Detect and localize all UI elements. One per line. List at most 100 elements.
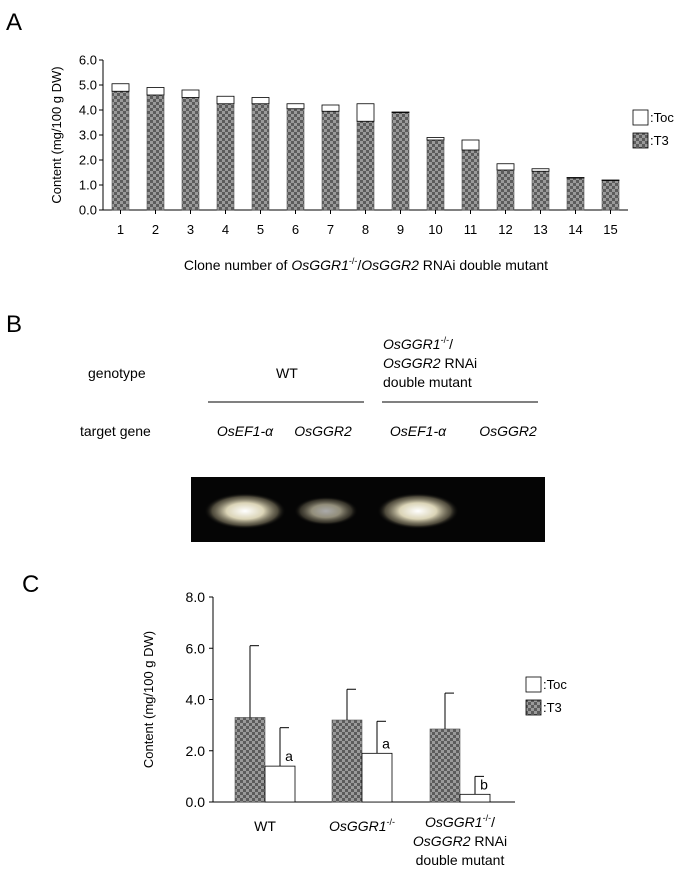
- chart-a-xtick-label: 5: [257, 222, 264, 237]
- gel-band: [294, 496, 358, 526]
- chart-c-ytick-label: 2.0: [186, 743, 206, 759]
- chart-a-bar-toc: [566, 177, 585, 179]
- chart-a-ytick-label: 0.0: [79, 203, 97, 218]
- chart-c-bar-toc: [459, 793, 491, 803]
- chart-a-y-axis-title: Content (mg/100 g DW): [49, 66, 64, 203]
- chart-c-bar-t3: [234, 717, 266, 803]
- mutant-genotype-line2: OsGGR2 RNAi: [383, 355, 477, 371]
- chart-a-x-axis-title: Clone number of OsGGR1-/-/OsGGR2 RNAi do…: [184, 256, 548, 273]
- chart-c-y-axis-title: Content (mg/100 g DW): [141, 631, 156, 768]
- chart-c-legend-swatch: [525, 699, 542, 716]
- genotype-label: genotype: [88, 365, 146, 381]
- chart-a-xtick-label: 13: [533, 222, 547, 237]
- chart-a-xtick-label: 2: [152, 222, 159, 237]
- wt-genotype-label: WT: [276, 365, 298, 381]
- chart-a-bar-toc: [216, 95, 235, 105]
- chart-a-legend-label: :T3: [650, 133, 669, 148]
- chart-c-ytick-label: 0.0: [186, 794, 206, 810]
- chart-a-bar-t3: [286, 108, 305, 211]
- chart-c-significance-label: a: [285, 748, 293, 764]
- chart-a-bar-toc: [496, 163, 515, 171]
- mutant-genotype-line1: OsGGR1-/-/: [383, 335, 453, 352]
- chart-a-ytick-label: 2.0: [79, 153, 97, 168]
- chart-a-bar-t3: [146, 94, 165, 211]
- chart-c-ytick-label: 8.0: [186, 589, 206, 605]
- chart-c-xtick-label: OsGGR2 RNAi: [413, 833, 507, 849]
- target-gene-name: OsGGR2: [479, 423, 537, 439]
- target-gene-name: OsGGR2: [294, 423, 352, 439]
- panel-letter-b: B: [6, 311, 22, 338]
- chart-a-xtick-label: 6: [292, 222, 299, 237]
- chart-a-xtick-label: 1: [117, 222, 124, 237]
- chart-c-bar-toc: [264, 765, 296, 803]
- gel-panel-b: genotype target gene WT OsGGR1-/-/ OsGGR…: [80, 335, 545, 542]
- chart-a-bar-toc: [391, 111, 410, 113]
- chart-a-bar-t3: [356, 120, 375, 211]
- chart-a-legend-swatch: [632, 109, 649, 126]
- chart-a-xtick-label: 7: [327, 222, 334, 237]
- chart-a-bar-toc: [601, 179, 620, 181]
- chart-a-bar-toc: [321, 104, 340, 112]
- chart-a-bar-t3: [181, 97, 200, 211]
- chart-a-bar-t3: [461, 149, 480, 211]
- chart-c-legend-label: :Toc: [543, 677, 567, 692]
- chart-a-bar-t3: [251, 103, 270, 211]
- chart-a-xtick-label: 4: [222, 222, 229, 237]
- chart-a: 0.0 1.0 2.0 3.0 4.0 5.0 6.0 Content (mg/100 g D…: [49, 53, 674, 274]
- chart-a-bar-toc: [181, 89, 200, 98]
- chart-a-bar-toc: [461, 139, 480, 151]
- mutant-genotype-line3: double mutant: [383, 374, 472, 390]
- chart-a-bar-t3: [601, 180, 620, 211]
- chart-a-legend-swatch: [632, 132, 649, 149]
- chart-a-bar-t3: [531, 170, 550, 211]
- chart-c-bar-toc: [361, 752, 393, 803]
- chart-a-xtick-label: 14: [568, 222, 582, 237]
- chart-a-bar-t3: [216, 103, 235, 211]
- chart-a-bar-t3: [566, 177, 585, 211]
- chart-a-bar-toc: [111, 83, 130, 92]
- chart-a-xtick-label: 8: [362, 222, 369, 237]
- chart-a-bar-toc: [286, 103, 305, 110]
- chart-c-bar-t3: [331, 719, 363, 803]
- chart-c-significance-label: a: [382, 735, 390, 751]
- chart-c-legend-label: :T3: [543, 700, 562, 715]
- chart-a-bar-t3: [111, 90, 130, 211]
- chart-c-ytick-label: 4.0: [186, 692, 206, 708]
- chart-a-ytick-label: 4.0: [79, 103, 97, 118]
- chart-c-significance-label: b: [480, 776, 488, 792]
- gel-band: [204, 493, 286, 529]
- chart-c-xtick-label: OsGGR1-/-: [329, 817, 395, 834]
- chart-a-bar-toc: [146, 87, 165, 96]
- chart-a-xtick-label: 11: [464, 222, 478, 237]
- chart-a-bar-t3: [321, 110, 340, 211]
- chart-a-bar-toc: [251, 97, 270, 105]
- chart-a-ytick-label: 3.0: [79, 128, 97, 143]
- chart-c-xtick-label: OsGGR1-/-/: [425, 813, 495, 830]
- chart-a-bar-toc: [531, 168, 550, 172]
- chart-a-bar-toc: [356, 103, 375, 122]
- chart-c-xtick-label: double mutant: [416, 852, 505, 868]
- chart-c-ytick-label: 6.0: [186, 640, 206, 656]
- chart-a-xtick-label: 15: [603, 222, 617, 237]
- panel-letter-a: A: [6, 9, 22, 36]
- target-gene-name: OsEF1-α: [390, 423, 447, 439]
- target-gene-name: OsEF1-α: [217, 423, 274, 439]
- chart-a-bar-t3: [391, 112, 410, 211]
- chart-a-xtick-label: 10: [428, 222, 442, 237]
- chart-a-ytick-label: 1.0: [79, 178, 97, 193]
- chart-a-ytick-label: 6.0: [79, 53, 97, 68]
- gel-band: [377, 493, 459, 529]
- chart-c-bar-t3: [429, 728, 461, 803]
- chart-c: 0.0 2.0 4.0 6.0 8.0 Content (mg/100 g DW) a a b W…: [141, 589, 567, 868]
- panel-letter-c: C: [22, 571, 39, 598]
- chart-a-xtick-label: 9: [397, 222, 404, 237]
- chart-a-bar-t3: [496, 169, 515, 211]
- chart-a-xtick-label: 3: [187, 222, 194, 237]
- chart-a-xtick-label: 12: [498, 222, 512, 237]
- chart-c-xtick-label: WT: [254, 818, 276, 834]
- chart-a-legend-label: :Toc: [650, 110, 674, 125]
- target-gene-label: target gene: [80, 423, 151, 439]
- chart-c-legend-swatch: [525, 676, 542, 693]
- chart-a-bar-toc: [426, 137, 445, 141]
